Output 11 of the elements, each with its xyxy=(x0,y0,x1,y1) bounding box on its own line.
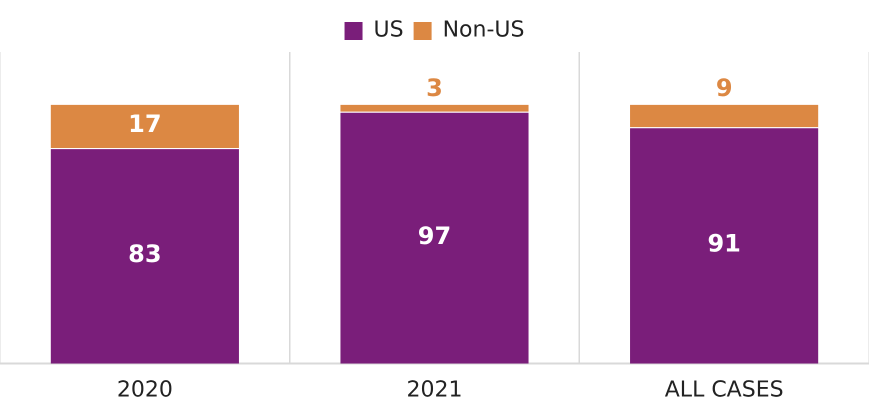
data-label: 3 xyxy=(426,74,443,102)
data-label: 97 xyxy=(418,222,452,250)
x-tick-label: 2020 xyxy=(116,378,173,403)
legend-label: US xyxy=(374,18,404,43)
x-tick-label: 2021 xyxy=(406,378,462,403)
data-label: 91 xyxy=(707,230,741,258)
legend-label: Non-US xyxy=(442,18,524,43)
data-label: 9 xyxy=(716,74,733,102)
data-label: 17 xyxy=(128,110,162,138)
data-label: 83 xyxy=(128,240,162,268)
x-tick-label: ALL CASES xyxy=(664,378,784,403)
